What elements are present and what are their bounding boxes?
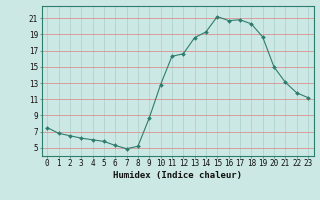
- X-axis label: Humidex (Indice chaleur): Humidex (Indice chaleur): [113, 171, 242, 180]
